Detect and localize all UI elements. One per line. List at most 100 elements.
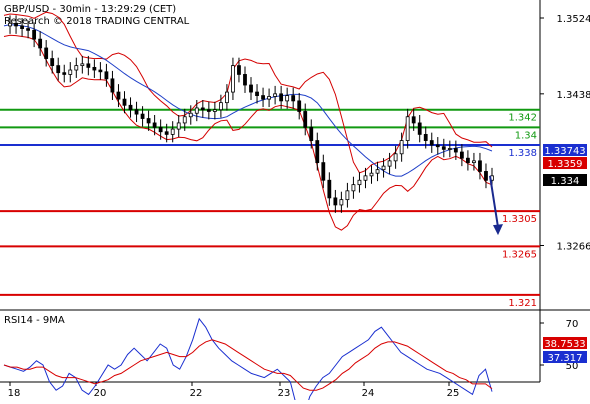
forecast-arrow-shaft <box>490 176 498 227</box>
candle-body <box>117 92 120 99</box>
candle-body <box>340 200 343 205</box>
candle-body <box>352 185 355 191</box>
candle-body <box>195 108 198 113</box>
candle-body <box>442 147 445 150</box>
candle-body <box>237 66 240 75</box>
rsi-value-label: 37.317 <box>548 353 583 364</box>
candle-body <box>21 26 24 29</box>
axis-value-label: 1.334 <box>551 176 580 187</box>
candles-layer <box>9 15 494 213</box>
candle-body <box>69 70 72 74</box>
price-level-label-1.3305: 1.3305 <box>502 214 537 225</box>
candle-body <box>87 64 90 68</box>
candle-body <box>159 127 162 131</box>
candle-body <box>207 110 210 112</box>
rsi-tick-label: 70 <box>566 319 579 330</box>
candle-body <box>358 180 361 184</box>
candle-body <box>316 141 319 163</box>
candle-body <box>129 105 132 109</box>
axis-value-label: 1.33743 <box>544 146 585 157</box>
candle-body <box>280 94 283 101</box>
price-level-label-1.342: 1.342 <box>508 113 537 124</box>
candle-body <box>219 103 222 110</box>
candle-body <box>225 92 228 103</box>
candle-body <box>243 74 246 85</box>
candle-body <box>484 171 487 180</box>
candle-body <box>322 163 325 181</box>
candle-body <box>328 180 331 198</box>
candle-body <box>57 66 60 73</box>
candle-body <box>298 101 301 112</box>
candle-body <box>99 70 102 72</box>
rsi-value-label: 38.7533 <box>544 339 585 350</box>
candle-body <box>382 166 385 170</box>
candle-body <box>424 134 427 140</box>
candle-body <box>135 110 138 114</box>
price-level-label-1.3265: 1.3265 <box>502 249 537 260</box>
candle-body <box>274 94 277 97</box>
candle-body <box>93 67 96 70</box>
forecast-arrow-head <box>493 224 503 235</box>
candle-body <box>334 198 337 205</box>
candle-body <box>310 127 313 140</box>
candle-body <box>370 173 373 176</box>
chart-title: GBP/USD - 30min - 13:29:29 (CET) <box>4 4 176 15</box>
candle-body <box>376 170 379 174</box>
candle-body <box>165 132 168 135</box>
candle-body <box>478 161 481 172</box>
candle-body <box>111 79 114 92</box>
forecast-layer <box>490 176 503 235</box>
candle-body <box>436 145 439 147</box>
time-tick-label: 24 <box>362 388 375 399</box>
candle-body <box>123 99 126 105</box>
candle-body <box>472 161 475 163</box>
candle-body <box>388 161 391 166</box>
candle-body <box>177 123 180 129</box>
candle-body <box>81 64 84 66</box>
candle-body <box>394 154 397 161</box>
price-level-label-1.321: 1.321 <box>508 298 537 309</box>
rsi-line <box>4 319 492 400</box>
time-tick-label: 23 <box>278 388 291 399</box>
candle-body <box>27 29 30 31</box>
candle-body <box>9 23 12 26</box>
candle-body <box>147 119 150 123</box>
candle-body <box>364 176 367 180</box>
candle-body <box>75 66 78 70</box>
candle-body <box>268 96 271 99</box>
candle-body <box>400 141 403 154</box>
axis-value-label: 1.3359 <box>548 159 583 170</box>
bollinger-upper-line <box>4 12 492 173</box>
rsi-ma-line <box>4 340 492 390</box>
candle-body <box>286 96 289 101</box>
time-tick-label: 20 <box>94 388 107 399</box>
candle-body <box>189 113 192 117</box>
candle-body <box>406 117 409 141</box>
candle-body <box>183 117 186 123</box>
candle-body <box>33 30 36 39</box>
candle-body <box>304 111 307 127</box>
candle-body <box>15 23 18 26</box>
price-tick-label: 1.3266 <box>557 242 590 253</box>
price-tick-label: 1.3524 <box>557 14 590 25</box>
candle-body <box>213 110 216 112</box>
time-tick-label: 18 <box>8 388 21 399</box>
candle-body <box>231 66 234 92</box>
price-tick-label: 1.3438 <box>557 90 590 101</box>
rsi-title: RSI14 - 9MA <box>4 315 65 326</box>
candle-body <box>448 149 451 150</box>
candle-body <box>141 114 144 118</box>
candle-body <box>430 141 433 145</box>
candle-body <box>51 59 54 66</box>
candle-body <box>412 117 415 123</box>
candle-body <box>466 158 469 162</box>
candle-body <box>262 96 265 100</box>
candle-body <box>346 191 349 200</box>
candle-body <box>460 152 463 158</box>
indicator-layer <box>4 12 492 230</box>
